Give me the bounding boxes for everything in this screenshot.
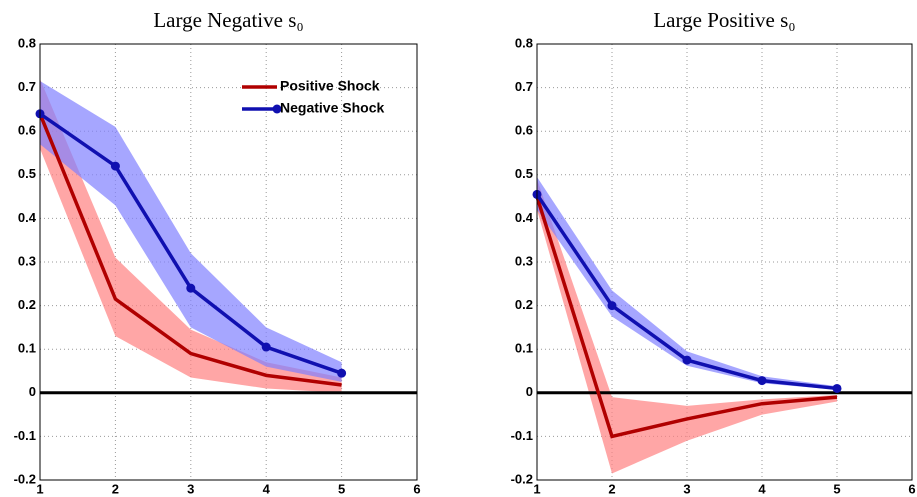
legend-label: Positive Shock (280, 78, 380, 94)
y-tick-label: 0.1 (515, 341, 533, 356)
point (337, 368, 347, 378)
y-tick-label: 0.2 (18, 297, 36, 312)
confidence-band (537, 179, 837, 474)
x-tick-label: 1 (533, 481, 540, 496)
plot-frame (536, 43, 913, 481)
confidence-band (40, 78, 342, 393)
point (607, 301, 617, 311)
y-tick-label: -0.1 (14, 428, 36, 443)
x-tick-label: 3 (187, 481, 194, 496)
line (38, 113, 342, 387)
x-tick-label: 4 (263, 481, 271, 496)
point (110, 161, 120, 171)
x-tick-label: 1 (36, 481, 43, 496)
point (682, 355, 692, 365)
point (186, 283, 196, 293)
x-tick-label: 3 (683, 481, 690, 496)
x-tick-label: 2 (112, 481, 119, 496)
plot-frame (39, 43, 418, 481)
point (757, 376, 767, 386)
y-tick-label: 0.1 (18, 341, 36, 356)
y-tick-label: 0.7 (515, 79, 533, 94)
x-tick-label: 6 (413, 481, 420, 496)
line (535, 196, 838, 439)
legend-marker (272, 104, 282, 114)
chart-title: Large Positive s₀ (653, 8, 795, 32)
y-tick-label: 0.3 (18, 253, 36, 268)
x-tick-label: 5 (338, 481, 345, 496)
x-tick-label: 4 (758, 481, 766, 496)
y-tick-label: 0.5 (515, 166, 533, 181)
y-tick-label: 0.8 (515, 35, 533, 50)
y-tick-label: -0.2 (14, 471, 36, 486)
y-tick-label: -0.2 (511, 471, 533, 486)
point (261, 342, 271, 352)
y-tick-label: 0 (29, 384, 36, 399)
y-tick-label: 0.5 (18, 166, 36, 181)
y-tick-label: 0.7 (18, 79, 36, 94)
y-tick-label: 0.2 (515, 297, 533, 312)
y-tick-label: 0.6 (515, 123, 533, 138)
y-tick-label: 0.3 (515, 253, 533, 268)
y-tick-label: 0.8 (18, 35, 36, 50)
chart-title: Large Negative s₀ (153, 8, 303, 32)
y-tick-label: -0.1 (511, 428, 533, 443)
confidence-band (40, 81, 342, 382)
y-tick-label: 0.4 (18, 210, 37, 225)
y-tick-label: 0.4 (515, 210, 534, 225)
point (832, 383, 842, 393)
x-tick-label: 5 (833, 481, 840, 496)
y-tick-label: 0 (526, 384, 533, 399)
y-tick-label: 0.6 (18, 123, 36, 138)
legend-label: Negative Shock (280, 100, 384, 116)
x-tick-label: 2 (608, 481, 615, 496)
x-tick-label: 6 (908, 481, 915, 496)
